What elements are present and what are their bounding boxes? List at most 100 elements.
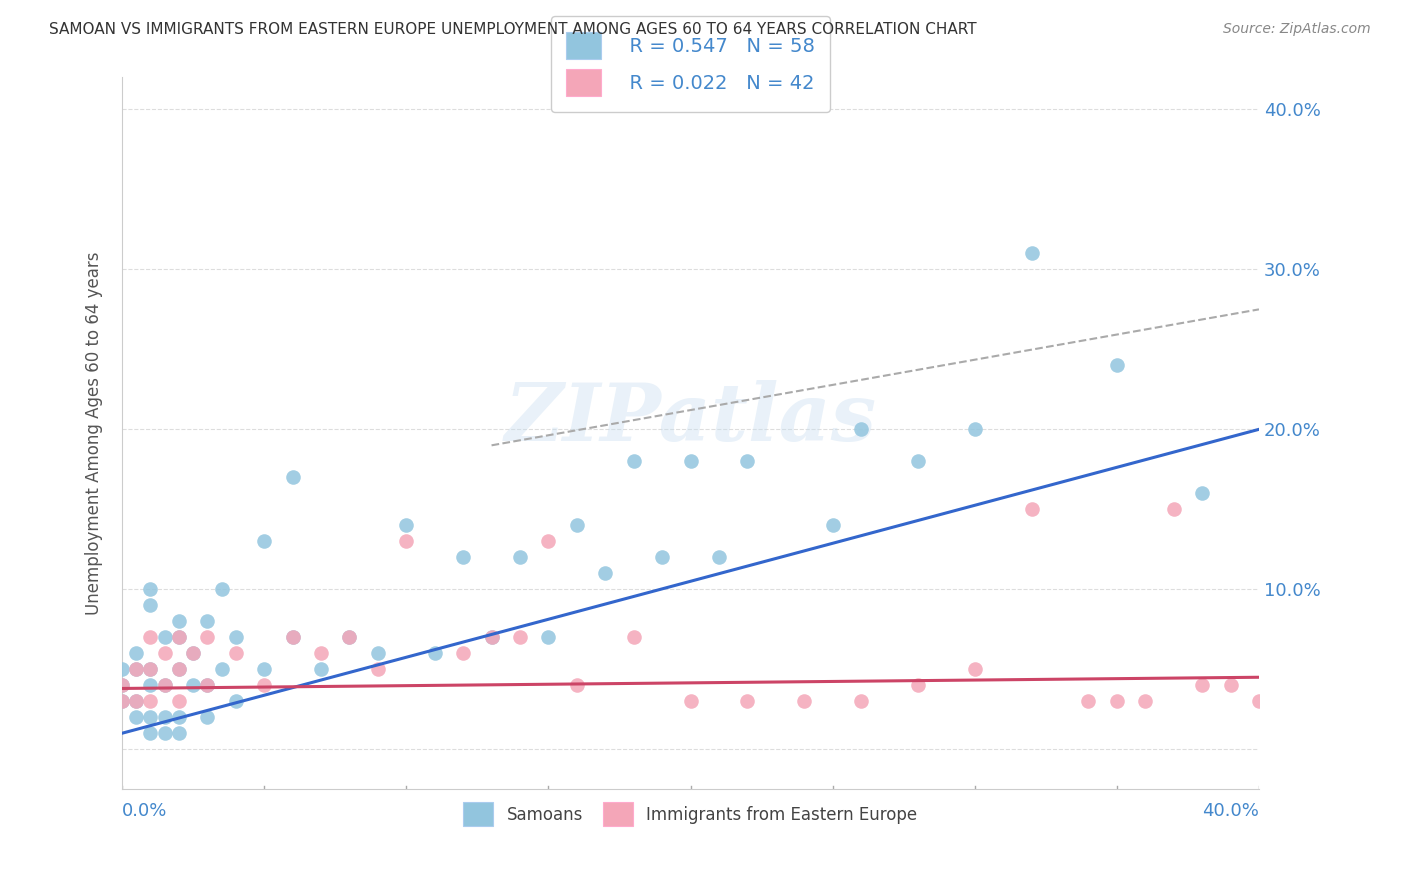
Point [139,630,162,644]
Point [1135,694,1157,708]
Point [125,710,148,724]
Point [339,630,361,644]
Point [111,678,134,692]
Point [1219,678,1241,692]
Point [139,582,162,597]
Point [1105,359,1128,373]
Point [139,726,162,740]
Point [309,662,332,676]
Text: 0.0%: 0.0% [122,802,167,820]
Text: Source: ZipAtlas.com: Source: ZipAtlas.com [1223,22,1371,37]
Text: ZIPatlas: ZIPatlas [505,380,876,458]
Point [1021,502,1043,516]
Point [1077,694,1099,708]
Point [225,694,247,708]
Point [593,566,616,581]
Point [907,454,929,468]
Point [737,694,759,708]
Point [139,710,162,724]
Point [195,630,218,644]
Point [963,662,986,676]
Legend: Samoans, Immigrants from Eastern Europe: Samoans, Immigrants from Eastern Europe [456,794,927,834]
Point [153,646,176,660]
Point [281,630,304,644]
Point [623,454,645,468]
Point [111,694,134,708]
Point [125,662,148,676]
Point [1247,694,1270,708]
Point [907,678,929,692]
Point [153,726,176,740]
Point [1021,246,1043,260]
Point [139,694,162,708]
Point [153,630,176,644]
Point [111,662,134,676]
Point [281,470,304,484]
Point [139,662,162,676]
Point [139,599,162,613]
Point [395,534,418,549]
Point [125,694,148,708]
Point [509,630,531,644]
Point [225,630,247,644]
Point [225,646,247,660]
Point [111,694,134,708]
Point [181,646,204,660]
Point [451,550,474,565]
Point [309,646,332,660]
Point [195,678,218,692]
Point [481,630,503,644]
Point [367,662,389,676]
Point [181,646,204,660]
Point [423,646,446,660]
Point [211,662,233,676]
Point [451,646,474,660]
Point [707,550,730,565]
Point [849,422,872,436]
Point [651,550,673,565]
Point [1191,678,1213,692]
Point [253,678,276,692]
Point [167,662,190,676]
Point [253,662,276,676]
Point [537,630,560,644]
Point [623,630,645,644]
Point [139,662,162,676]
Point [181,678,204,692]
Point [167,630,190,644]
Point [167,630,190,644]
Point [281,630,304,644]
Point [167,662,190,676]
Point [565,678,588,692]
Point [1191,486,1213,500]
Point [793,694,815,708]
Point [167,710,190,724]
Point [125,694,148,708]
Point [195,678,218,692]
Point [963,422,986,436]
Point [1163,502,1185,516]
Point [253,534,276,549]
Point [111,678,134,692]
Point [367,646,389,660]
Text: 40.0%: 40.0% [1202,802,1258,820]
Point [125,662,148,676]
Point [737,454,759,468]
Point [1105,694,1128,708]
Point [537,534,560,549]
Point [125,646,148,660]
Text: SAMOAN VS IMMIGRANTS FROM EASTERN EUROPE UNEMPLOYMENT AMONG AGES 60 TO 64 YEARS : SAMOAN VS IMMIGRANTS FROM EASTERN EUROPE… [49,22,977,37]
Y-axis label: Unemployment Among Ages 60 to 64 years: Unemployment Among Ages 60 to 64 years [86,252,103,615]
Point [821,518,844,533]
Point [195,614,218,628]
Point [679,454,702,468]
Point [167,614,190,628]
Point [167,726,190,740]
Point [481,630,503,644]
Point [395,518,418,533]
Point [849,694,872,708]
Point [139,678,162,692]
Point [195,710,218,724]
Point [153,710,176,724]
Point [211,582,233,597]
